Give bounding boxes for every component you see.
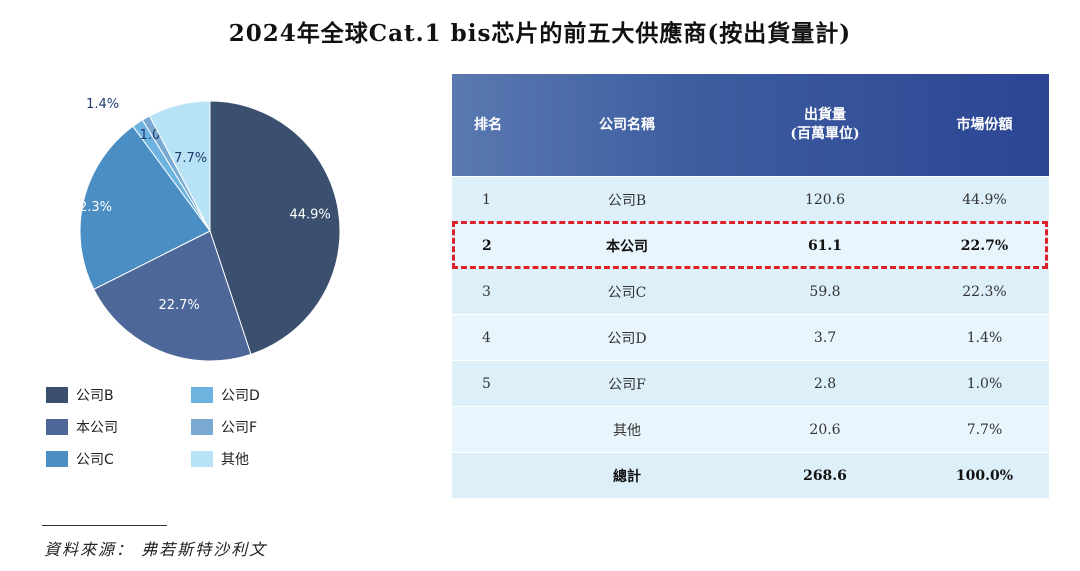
legend-label: 公司F: [221, 420, 258, 436]
legend-swatch: [46, 451, 68, 467]
cell-rank: [452, 453, 524, 498]
legend-item: 其他: [191, 448, 336, 470]
pie-chart: 44.9% 22.7% 22.3% 1.4% 1.0% 7.7%: [70, 96, 350, 366]
chart-title: 2024年全球Cat.1 bis芯片的前五大供應商(按出貨量計): [228, 20, 852, 47]
cell-rank: 5: [482, 375, 491, 392]
cell-shipments: 2.8: [813, 375, 837, 392]
ranking-table: 排名 公司名稱 出貨量 (百萬單位) 市場份額 1 公司B 120.6 44.9…: [452, 74, 1049, 498]
pie-slice-label: 22.7%: [158, 298, 199, 313]
table-row: 其他 20.6 7.7%: [452, 406, 1049, 452]
pie-svg: 44.9%22.7%22.3%1.4%1.0%7.7%: [71, 97, 341, 362]
legend-item: 公司F: [191, 416, 336, 438]
table-row-highlighted: 2 本公司 61.1 22.7%: [452, 222, 1049, 268]
pie-slice: [209, 100, 341, 356]
header-shipments-line2: (百萬單位): [790, 126, 860, 142]
cell-shipments: 61.1: [807, 237, 843, 254]
cell-shipments: 268.6: [803, 467, 847, 484]
cell-shipments: 3.7: [813, 329, 837, 346]
cell-share: 22.7%: [960, 237, 1009, 254]
pie-slice-label: 1.4%: [86, 97, 119, 112]
cell-shipments: 59.8: [809, 283, 841, 300]
header-rank: 排名: [474, 116, 502, 133]
cell-shipments: 120.6: [804, 191, 846, 208]
legend-label: 公司D: [221, 388, 260, 404]
pie-slice: [148, 100, 211, 232]
table-row-total: 總計 268.6 100.0%: [452, 452, 1049, 498]
table-row: 3 公司C 59.8 22.3%: [452, 268, 1049, 314]
legend-item: 本公司: [46, 416, 191, 438]
legend-label: 其他: [221, 452, 249, 468]
cell-share: 1.0%: [966, 375, 1003, 392]
legend-swatch: [191, 419, 213, 435]
cell-company: 其他: [613, 422, 641, 439]
cell-company: 總計: [613, 468, 641, 485]
legend-item: 公司C: [46, 448, 191, 470]
source-divider: [42, 525, 167, 526]
header-shipments-line1: 出貨量: [804, 107, 846, 124]
cell-shipments: 20.6: [809, 421, 841, 438]
pie-slice-label: 44.9%: [289, 207, 330, 222]
legend-item: 公司B: [46, 384, 191, 406]
pie-slice: [93, 230, 252, 362]
legend-label: 本公司: [76, 420, 118, 436]
cell-share: 44.9%: [962, 191, 1007, 208]
legend-label: 公司B: [76, 388, 114, 404]
table-row: 1 公司B 120.6 44.9%: [452, 176, 1049, 222]
cell-company: 公司D: [607, 330, 647, 347]
cell-company: 公司B: [607, 192, 647, 209]
legend: 公司B 公司D 本公司 公司F 公司C 其他: [46, 384, 346, 470]
cell-company: 公司F: [608, 376, 646, 393]
pie-slice-label: 7.7%: [174, 151, 207, 166]
pie-slice-label: 22.3%: [71, 200, 112, 215]
header-market-share: 市場份額: [956, 116, 1013, 133]
pie-slice: [79, 125, 211, 290]
legend-swatch: [191, 387, 213, 403]
cell-rank: 2: [482, 237, 492, 254]
legend-swatch: [46, 387, 68, 403]
legend-swatch: [191, 451, 213, 467]
table-row: 4 公司D 3.7 1.4%: [452, 314, 1049, 360]
legend-swatch: [46, 419, 68, 435]
cell-share: 22.3%: [962, 283, 1007, 300]
header-company-name: 公司名稱: [599, 116, 655, 133]
cell-rank: 1: [482, 191, 491, 208]
cell-company: 本公司: [606, 238, 648, 255]
legend-label: 公司C: [76, 452, 114, 468]
legend-item: 公司D: [191, 384, 336, 406]
header-shipments: 出貨量 (百萬單位): [730, 74, 920, 176]
table-header: 排名 公司名稱 出貨量 (百萬單位) 市場份額: [452, 74, 1049, 176]
cell-share: 100.0%: [955, 467, 1014, 484]
cell-rank: [452, 407, 524, 452]
cell-share: 7.7%: [966, 421, 1003, 438]
table-row: 5 公司F 2.8 1.0%: [452, 360, 1049, 406]
source-note: 資料來源： 弗若斯特沙利文: [44, 540, 268, 559]
cell-company: 公司C: [607, 284, 647, 301]
cell-share: 1.4%: [966, 329, 1003, 346]
cell-rank: 3: [482, 283, 491, 300]
cell-rank: 4: [482, 329, 491, 346]
